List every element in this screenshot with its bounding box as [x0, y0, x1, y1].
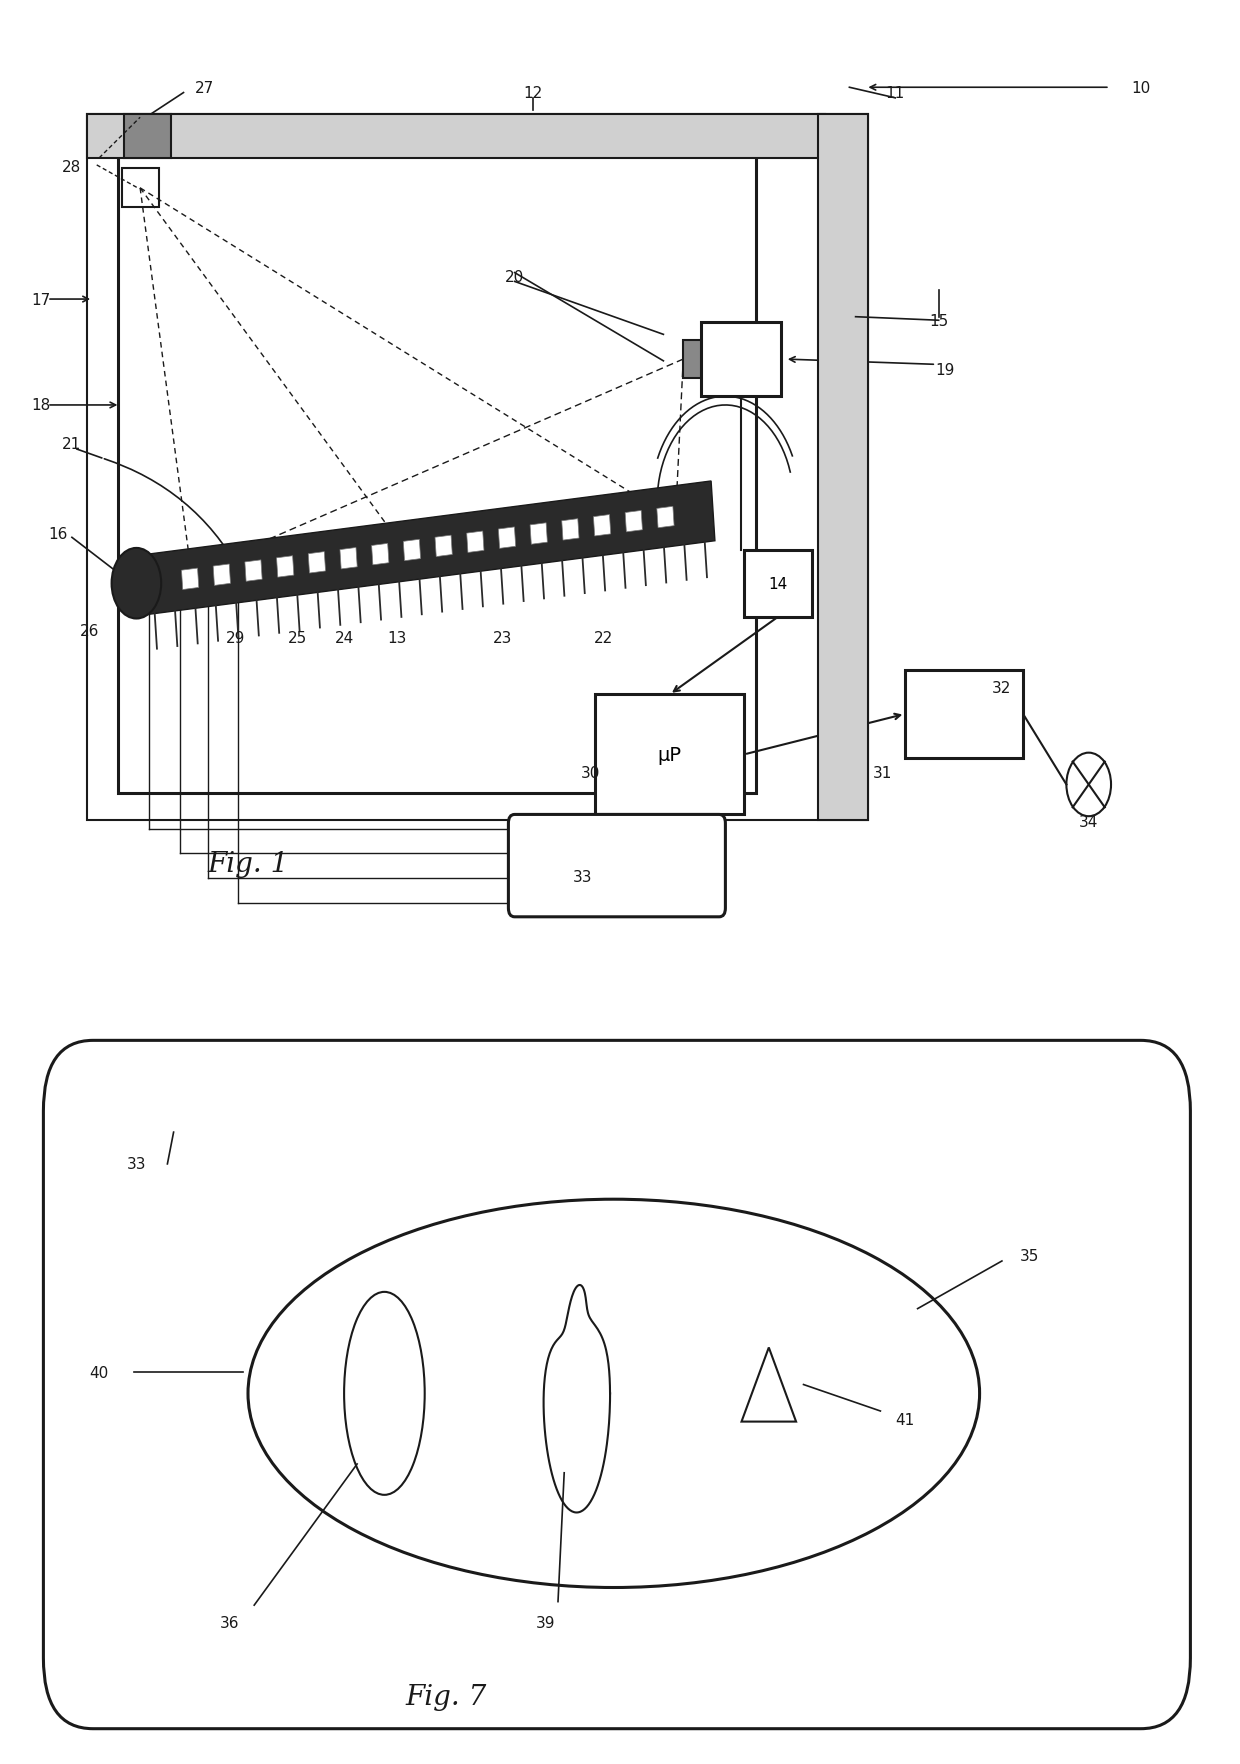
Bar: [122, 169, 159, 208]
Polygon shape: [309, 552, 326, 573]
Text: 33: 33: [126, 1157, 146, 1171]
Text: 11: 11: [885, 86, 905, 101]
Bar: [595, 695, 744, 815]
Polygon shape: [213, 564, 231, 586]
Polygon shape: [403, 540, 420, 561]
Polygon shape: [543, 1286, 610, 1512]
Text: 34: 34: [1079, 815, 1099, 829]
Text: 10: 10: [1131, 81, 1151, 95]
Polygon shape: [657, 506, 675, 529]
Ellipse shape: [248, 1200, 980, 1588]
Polygon shape: [562, 519, 579, 542]
Text: 20: 20: [505, 270, 525, 284]
Polygon shape: [435, 536, 453, 557]
Polygon shape: [466, 531, 484, 554]
Text: 17: 17: [31, 293, 51, 307]
Text: 35: 35: [1019, 1249, 1039, 1263]
Text: 32: 32: [992, 681, 1012, 695]
Bar: [905, 670, 1023, 759]
Bar: [744, 550, 812, 617]
Text: 16: 16: [48, 527, 68, 542]
Polygon shape: [340, 549, 357, 570]
Text: 36: 36: [219, 1616, 239, 1630]
Text: 25: 25: [288, 632, 308, 646]
Polygon shape: [277, 556, 294, 579]
Polygon shape: [529, 524, 547, 545]
Text: 22: 22: [594, 632, 614, 646]
Text: Fig. 1: Fig. 1: [207, 850, 289, 878]
Text: 13: 13: [387, 632, 407, 646]
Text: 29: 29: [226, 632, 246, 646]
Text: 30: 30: [580, 766, 600, 780]
Bar: [87, 115, 825, 159]
Text: 23: 23: [492, 632, 512, 646]
Bar: [124, 115, 171, 159]
Polygon shape: [140, 482, 715, 616]
Bar: [701, 323, 781, 397]
Text: 21: 21: [62, 437, 82, 452]
Text: 12: 12: [523, 86, 543, 101]
Text: 31: 31: [873, 766, 893, 780]
Text: Fig. 7: Fig. 7: [405, 1683, 487, 1711]
Text: 39: 39: [536, 1616, 556, 1630]
Text: 26: 26: [79, 624, 99, 639]
Text: 14: 14: [769, 577, 787, 591]
Polygon shape: [181, 568, 198, 591]
FancyBboxPatch shape: [43, 1041, 1190, 1729]
Circle shape: [112, 549, 161, 619]
Polygon shape: [625, 512, 642, 533]
Text: 41: 41: [895, 1413, 915, 1427]
Polygon shape: [594, 515, 611, 536]
FancyBboxPatch shape: [508, 815, 725, 917]
Text: 28: 28: [62, 161, 82, 175]
Bar: [87, 115, 868, 820]
Polygon shape: [498, 527, 516, 549]
Text: 19: 19: [935, 363, 955, 377]
Text: 27: 27: [195, 81, 215, 95]
Text: μP: μP: [657, 746, 682, 764]
Polygon shape: [372, 543, 389, 566]
Bar: [118, 150, 756, 794]
Text: 24: 24: [335, 632, 355, 646]
Ellipse shape: [343, 1291, 424, 1496]
Polygon shape: [244, 561, 262, 582]
Text: 18: 18: [31, 399, 51, 413]
Text: 40: 40: [89, 1365, 109, 1379]
Bar: [818, 115, 868, 820]
Text: 33: 33: [573, 870, 593, 884]
Bar: [683, 340, 701, 379]
Text: 15: 15: [929, 314, 949, 328]
